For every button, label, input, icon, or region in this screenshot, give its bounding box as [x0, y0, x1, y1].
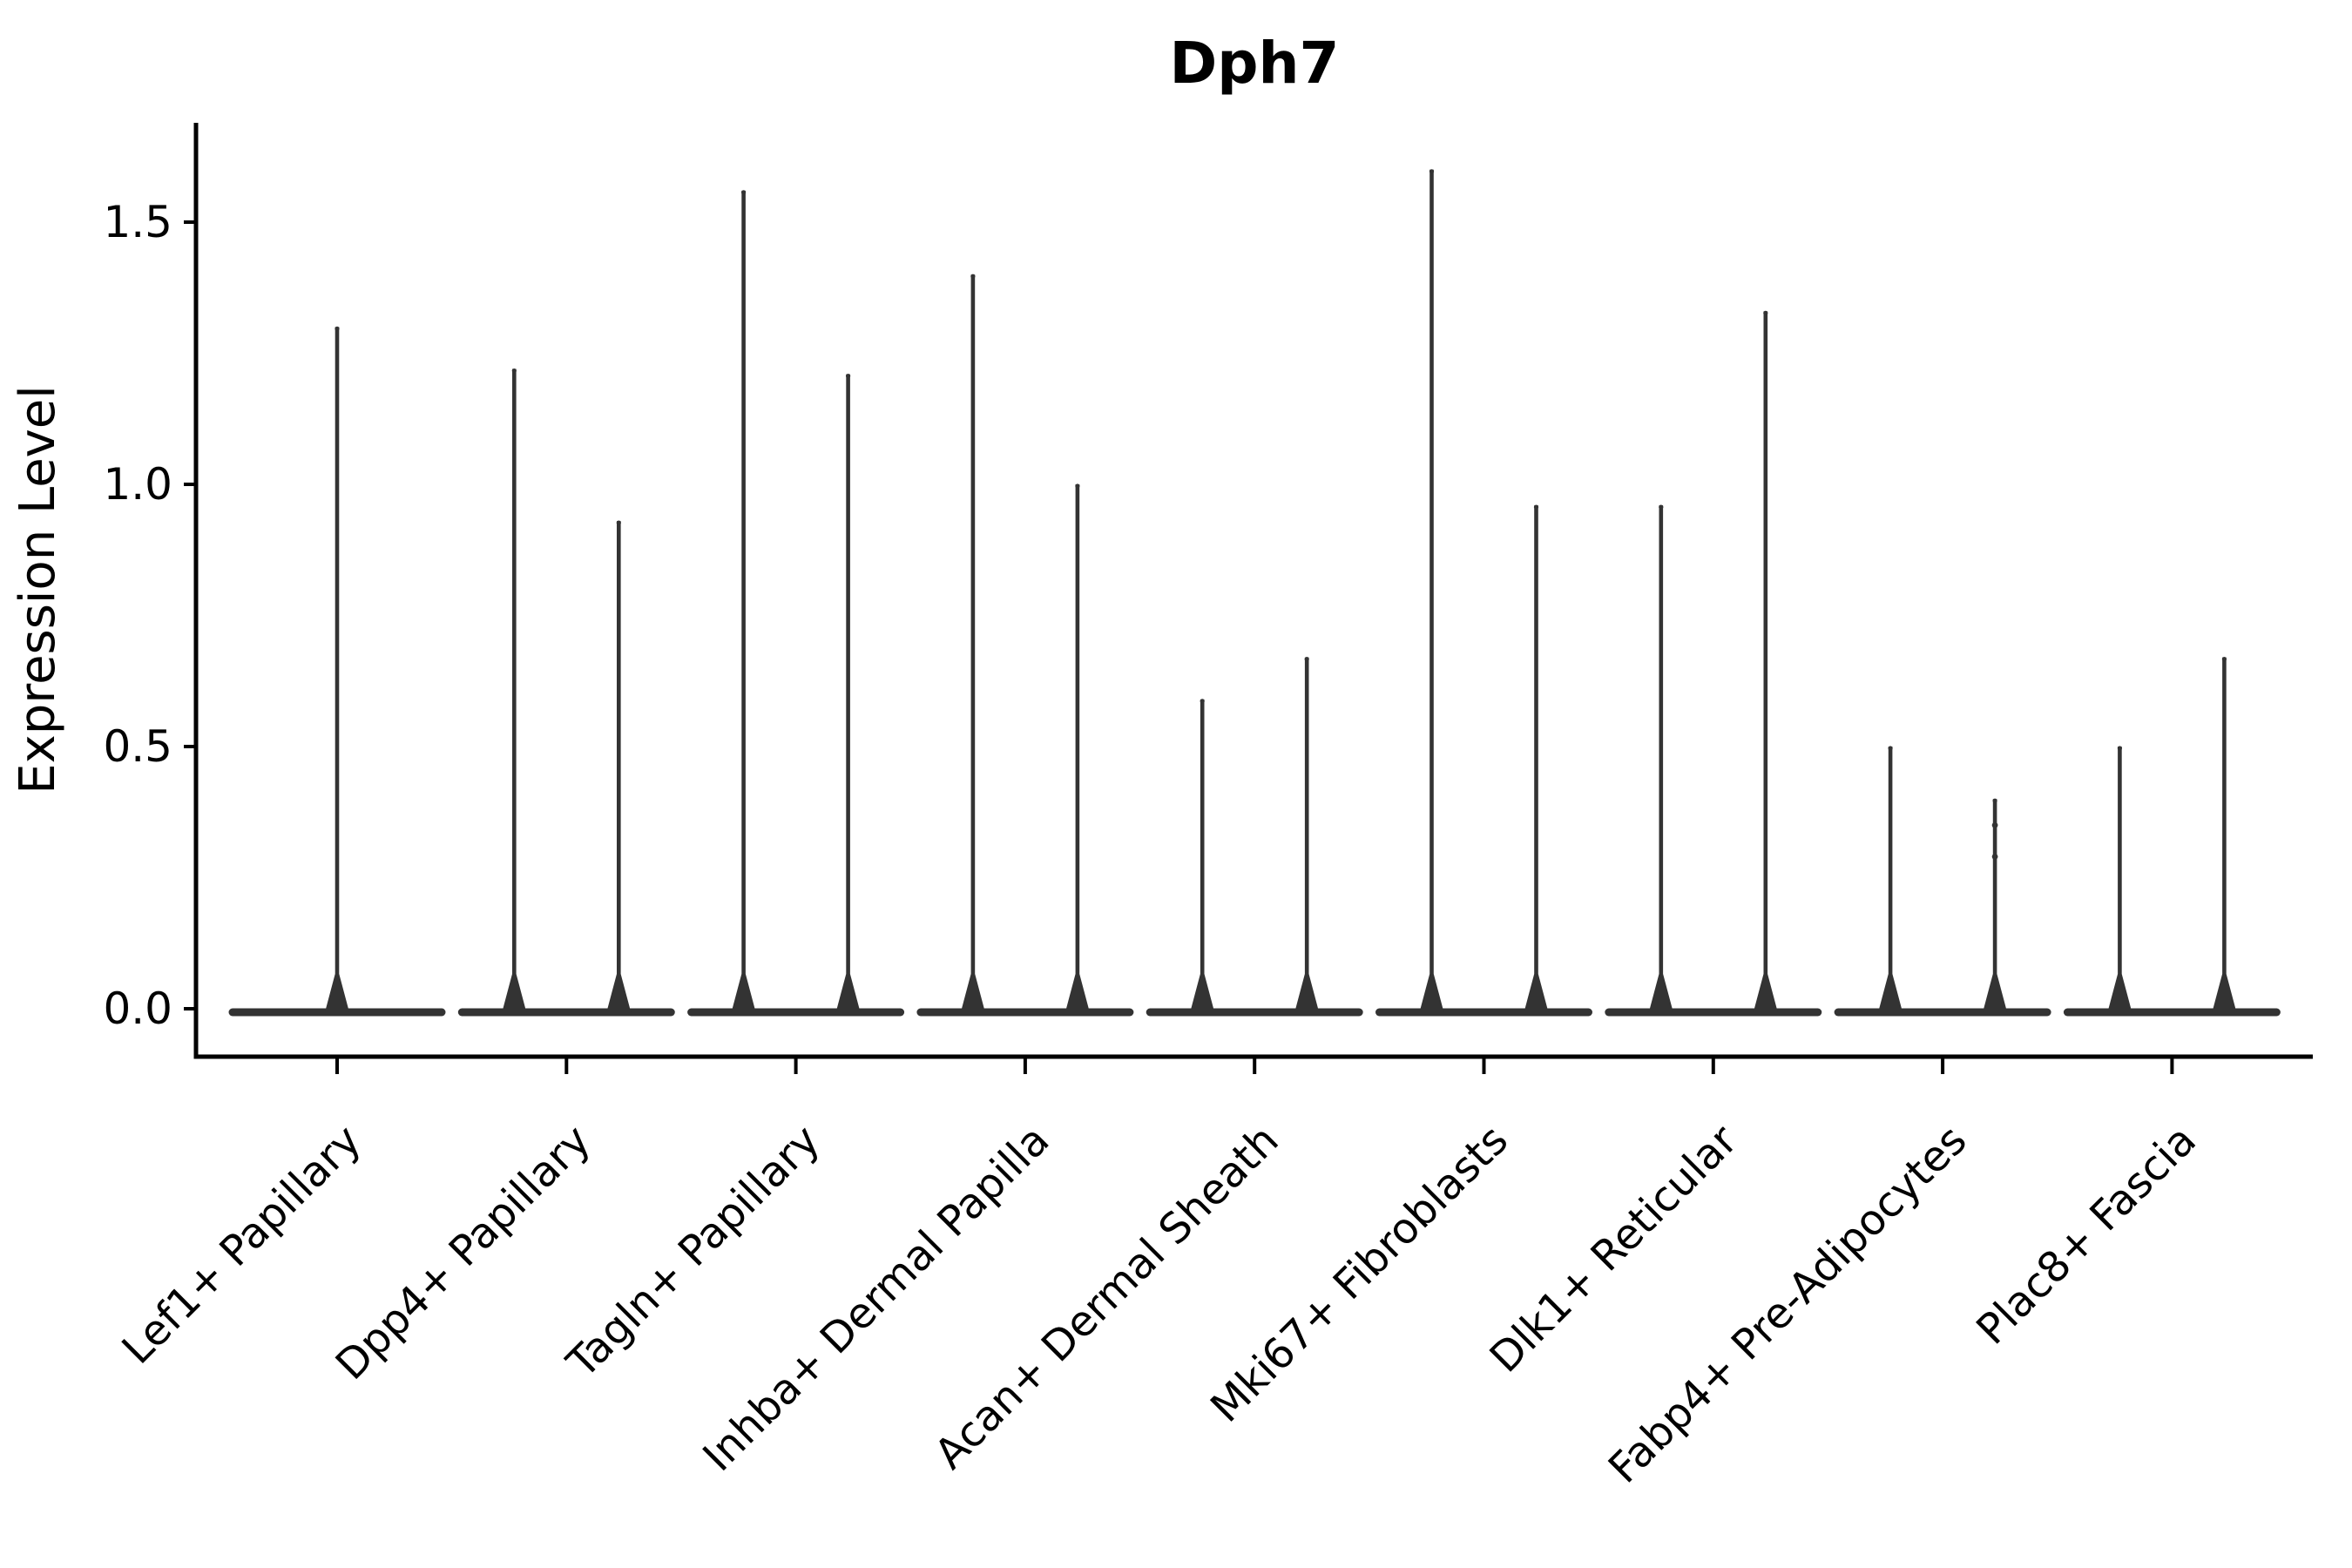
violin-spike [1190, 699, 1215, 1012]
violin-spike [1419, 169, 1444, 1013]
violin-spike-tip [2221, 657, 2227, 662]
chart-title: Dph7 [1170, 30, 1340, 97]
violin-spike-tip [741, 190, 747, 195]
violin-spike [1064, 484, 1090, 1012]
violin-spike [731, 190, 756, 1012]
violin-spike [325, 327, 349, 1012]
violin-spike [1294, 657, 1320, 1012]
violin-spike-tip [1659, 504, 1664, 510]
violin-spike-tip [846, 373, 851, 379]
violin-spike-tip [1304, 657, 1309, 662]
violin-spike-tip [1763, 310, 1768, 315]
violin-spike [1648, 505, 1673, 1012]
violin-spike [1878, 747, 1903, 1012]
y-axis-label: Expression Level [10, 385, 66, 794]
violin-spike [2107, 747, 2132, 1012]
violin-spike [2212, 657, 2237, 1012]
violin-data-point [1991, 821, 1998, 828]
violin-spike [1753, 311, 1778, 1013]
violin-spike-tip [1429, 169, 1435, 174]
violin-data-point [1991, 854, 1998, 860]
y-tick-label: 0.0 [103, 983, 172, 1034]
violin-spike-tip [970, 274, 976, 279]
violin-spike-tip [1200, 699, 1205, 704]
violin-spike [1983, 799, 2008, 1012]
violin-spike [960, 274, 985, 1012]
violin-spike-tip [1075, 483, 1080, 489]
violin-spike-tip [335, 326, 340, 331]
violin-spike-tip [1992, 798, 1997, 803]
violin-spike-tip [1533, 504, 1539, 510]
violin-spike [502, 368, 527, 1012]
violin-spike-tip [2117, 746, 2122, 751]
violin-spike [1524, 505, 1549, 1012]
violin-spike-tip [511, 368, 517, 374]
y-tick-label: 0.5 [103, 721, 172, 772]
violin-spike-tip [1888, 746, 1893, 751]
y-tick-label: 1.5 [103, 197, 172, 247]
violin-spike [606, 521, 632, 1012]
y-tick-label: 1.0 [103, 459, 172, 510]
violin-spike [835, 374, 861, 1013]
violin-spike-tip [616, 520, 621, 525]
